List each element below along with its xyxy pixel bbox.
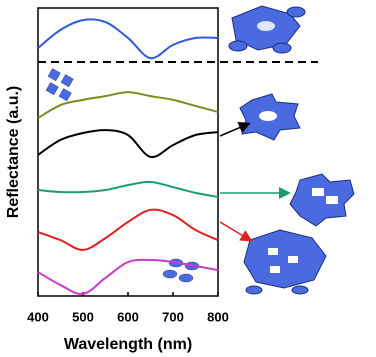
plot-frame (37, 7, 219, 297)
arrow (219, 221, 253, 242)
arrow (219, 122, 251, 137)
series-line (37, 180, 219, 198)
series-line (37, 258, 219, 296)
x-tick-label: 500 (72, 309, 94, 324)
structure-disk-holes (239, 93, 301, 141)
structure-cross (289, 173, 355, 227)
series-line (37, 208, 219, 251)
x-axis-title: Wavelength (nm) (64, 336, 192, 353)
series-line (37, 129, 219, 159)
x-tick-label: 700 (162, 309, 184, 324)
x-tick-label: 600 (117, 309, 139, 324)
squares-icon (45, 68, 74, 102)
structure-top (228, 5, 306, 54)
structure-combined (243, 229, 327, 295)
y-axis-title: Reflectance (a.u.) (5, 86, 22, 218)
series-line (37, 91, 219, 119)
x-tick-label: 800 (207, 309, 229, 324)
series-line (37, 18, 219, 60)
x-tick-label: 400 (27, 309, 49, 324)
